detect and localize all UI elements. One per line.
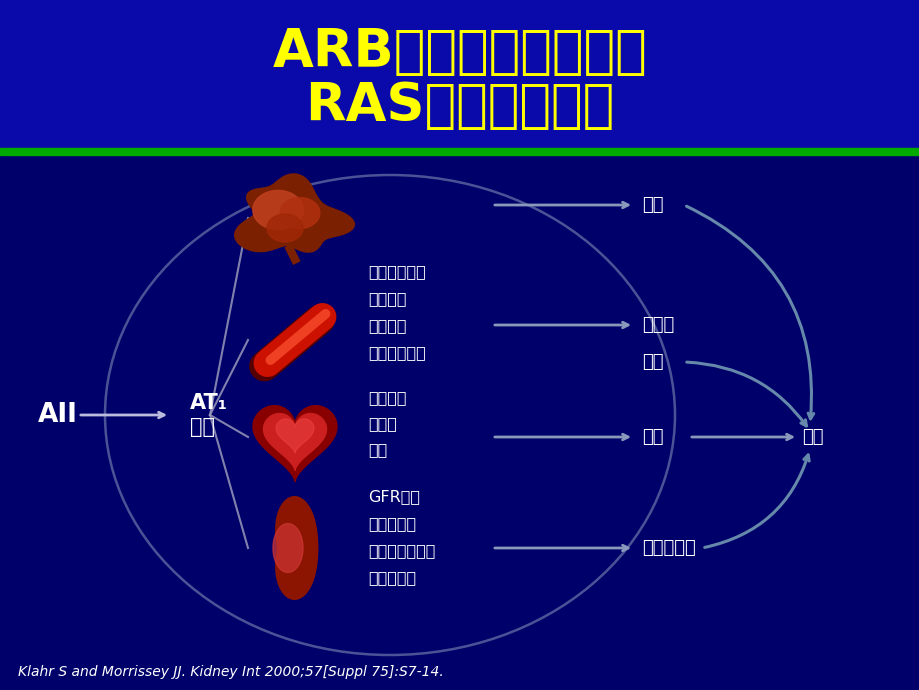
Polygon shape xyxy=(253,190,303,230)
Text: RAS系统关系密切: RAS系统关系密切 xyxy=(305,80,614,132)
Text: GFR下降: GFR下降 xyxy=(368,489,420,504)
Text: 动脉簥样硬化: 动脉簥样硬化 xyxy=(368,264,425,279)
Text: AII: AII xyxy=(38,402,78,428)
Text: 血管增厚: 血管增厚 xyxy=(368,319,406,333)
Text: 心棗: 心棗 xyxy=(641,353,663,371)
Text: 左室肥大: 左室肥大 xyxy=(368,391,406,406)
Polygon shape xyxy=(276,497,317,600)
Text: 高血压: 高血压 xyxy=(641,316,674,334)
Text: 肾小球硬化: 肾小球硬化 xyxy=(368,571,415,586)
Text: 醛固醇释放增加: 醛固醇释放增加 xyxy=(368,544,435,558)
Text: AT₁: AT₁ xyxy=(190,393,228,413)
Text: 心衰: 心衰 xyxy=(641,428,663,446)
Bar xyxy=(0,148,919,155)
Polygon shape xyxy=(280,197,320,228)
Text: 受体: 受体 xyxy=(190,417,215,437)
Text: 血管收缩: 血管收缩 xyxy=(368,291,406,306)
Text: 重构: 重构 xyxy=(368,442,387,457)
Text: 蛋白尿增加: 蛋白尿增加 xyxy=(368,517,415,531)
Text: ARB的保护作用与阻断: ARB的保护作用与阻断 xyxy=(272,26,647,78)
Polygon shape xyxy=(253,406,336,482)
Text: Klahr S and Morrissey JJ. Kidney Int 2000;57[Suppl 75]:S7-14.: Klahr S and Morrissey JJ. Kidney Int 200… xyxy=(18,665,443,679)
Polygon shape xyxy=(276,419,313,453)
Text: 内皮功能障碍: 内皮功能障碍 xyxy=(368,346,425,360)
Text: 死亡: 死亡 xyxy=(801,428,823,446)
Bar xyxy=(0,0,919,148)
Text: 纤维化: 纤维化 xyxy=(368,417,396,431)
Text: 肾功能障碍: 肾功能障碍 xyxy=(641,539,695,557)
Polygon shape xyxy=(273,524,302,573)
Text: 卒中: 卒中 xyxy=(641,196,663,214)
Polygon shape xyxy=(263,413,326,471)
Polygon shape xyxy=(234,174,354,252)
Bar xyxy=(0,155,919,690)
Polygon shape xyxy=(267,214,302,242)
